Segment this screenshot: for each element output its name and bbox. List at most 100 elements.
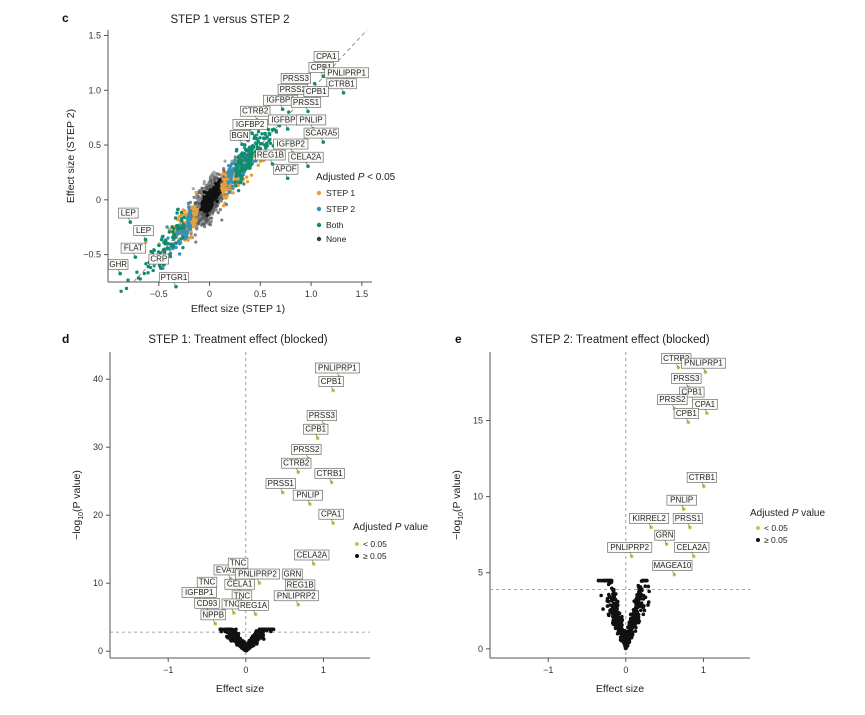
panel-c-point-step1	[221, 177, 226, 182]
panel-d-point-nonsig	[241, 645, 245, 650]
panel-d-label-box	[238, 600, 269, 611]
panel-c-point-both	[234, 184, 238, 188]
panel-c-point-both	[171, 236, 175, 240]
panel-c-point-step1	[191, 207, 195, 211]
panel-c-point-both	[176, 207, 180, 212]
panel-c-x-tick-label: 0.5	[254, 289, 267, 299]
panel-e-point-nonsig	[641, 612, 646, 617]
panel-c-point-step1	[245, 175, 249, 179]
panel-c-point-step1	[194, 211, 198, 215]
panel-d-label-box	[306, 410, 337, 421]
panel-c-point-step2	[242, 182, 246, 186]
panel-d-gene-label: REG1A	[240, 601, 268, 610]
panel-c-point-both	[243, 148, 248, 152]
panel-c-point-step2	[233, 158, 237, 162]
panel-e-gene-label: PNLIP	[670, 496, 693, 505]
panel-c-label-point	[118, 271, 122, 276]
panel-e-gene-label: PRSS1	[675, 514, 702, 523]
panel-e-gene-label: PRSS3	[673, 374, 700, 383]
panel-c-point-none	[214, 184, 218, 188]
panel-d-point-nonsig	[268, 627, 273, 632]
panel-c-point-none	[199, 207, 203, 212]
legend-item-step1: STEP 1	[326, 188, 355, 198]
legend-swatch-sig	[355, 542, 359, 546]
panel-c-point-both	[236, 188, 241, 193]
panel-c-point-both	[148, 265, 153, 270]
panel-c-point-both	[287, 110, 291, 114]
panel-e-label-leader	[686, 383, 689, 388]
panel-e-point-nonsig	[601, 607, 605, 611]
panel-c-point-both	[172, 232, 177, 237]
panel-d-gene-label: PRSS3	[309, 411, 336, 420]
panel-e-label-leader	[676, 363, 679, 368]
legend-swatch-nonsig	[355, 554, 359, 558]
panel-c-label-point	[280, 107, 285, 112]
panel-c-label-leader	[305, 162, 309, 167]
panel-d-title: STEP 1: Treatment effect (blocked)	[148, 334, 327, 346]
panel-c-point-none	[209, 219, 214, 224]
panel-d-point-nonsig	[236, 636, 241, 640]
panel-c-label-box	[313, 51, 339, 62]
panel-d-label-leader	[307, 500, 311, 505]
panel-c-y-tick-label: 1.5	[88, 30, 101, 40]
panel-e-point-nonsig	[633, 629, 638, 633]
panel-e-point-nonsig	[624, 643, 629, 647]
panel-e-title: STEP 2: Treatment effect (blocked)	[530, 334, 709, 346]
panel-c-label-box	[290, 97, 322, 108]
panel-c-point-none	[200, 223, 204, 227]
panel-c-point-step2	[166, 236, 170, 240]
panel-e-label-leader	[648, 523, 652, 528]
panel-c-label-leader	[305, 107, 309, 112]
panel-c-point-both	[240, 174, 244, 179]
panel-c-point-step2	[186, 218, 190, 223]
panel-c-gene-label: GHR	[109, 260, 127, 269]
panel-c-gene-label: CTRB1	[328, 79, 355, 88]
panel-c-point-step2	[227, 190, 232, 194]
panel-c-point-none	[205, 213, 210, 218]
panel-e-gene-label: GRN	[656, 531, 674, 540]
panel-e-label-box	[681, 357, 726, 369]
panel-e-point-nonsig	[610, 596, 614, 601]
panel-c-legend: Adjusted P < 0.05 STEP 1 STEP 2 Both Non…	[316, 172, 396, 244]
panel-c-gene-label: LEP	[121, 209, 136, 218]
panel-d-x-tick-label: −1	[163, 665, 173, 675]
panel-c-label-leader	[158, 263, 162, 269]
panel-c-point-both	[242, 154, 246, 159]
panel-d-gene-label: PRSS2	[293, 445, 320, 454]
panel-c-gene-label: SCARA5	[305, 129, 338, 138]
panel-e-label-leader	[691, 552, 695, 557]
panel-c-label-box	[158, 272, 190, 284]
panel-c-point-both	[246, 153, 250, 157]
panel-c-label-leader	[341, 88, 344, 93]
panel-c-point-both	[167, 230, 172, 234]
panel-c-point-step1	[221, 172, 226, 176]
panel-d-gene-label: GRN	[283, 570, 301, 579]
panel-e-point-nonsig	[609, 578, 614, 583]
panel-e-gene-label: CPB1	[676, 409, 697, 418]
panel-c-label-point	[158, 266, 163, 270]
panel-c-point-both	[171, 244, 176, 248]
panel-e-gene-label: PRSS2	[659, 395, 686, 404]
panel-c-label-leader	[117, 269, 121, 274]
panel-c-label-leader	[280, 105, 283, 110]
panel-c-point-both	[235, 174, 239, 178]
panel-c-label-box	[120, 242, 146, 254]
panel-e-point-nonsig	[642, 608, 647, 613]
panel-e-point-nonsig	[626, 625, 631, 630]
legend-swatch-both	[316, 222, 322, 228]
panel-d-label-box	[227, 557, 249, 569]
panel-e-legend-title: Adjusted P value	[750, 508, 825, 519]
panel-c-point-step2	[184, 236, 188, 240]
panel-c-gene-label: CELA2A	[291, 153, 322, 162]
panel-c-point-none	[215, 199, 219, 204]
panel-d-label-leader	[329, 478, 332, 483]
panel-c-point-both	[263, 136, 267, 141]
panel-c-point-both	[260, 132, 264, 136]
panel-c-point-none	[219, 195, 223, 199]
legend-item-nonsig: ≥ 0.05	[363, 551, 387, 561]
panel-c-point-step2	[187, 205, 191, 209]
panel-c-point-both	[255, 142, 259, 146]
panel-c-label-box	[273, 163, 299, 175]
panel-c-label-leader	[320, 137, 324, 143]
